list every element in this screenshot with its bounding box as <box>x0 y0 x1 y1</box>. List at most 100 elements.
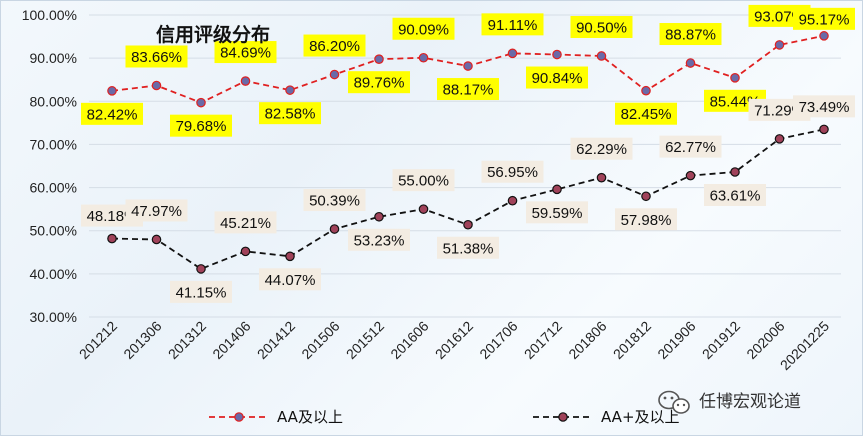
data-label-bg <box>348 71 410 94</box>
x-tick-label: 201812 <box>610 318 654 362</box>
y-tick-label: 40.00% <box>30 266 77 282</box>
data-label-text: 44.07% <box>265 272 316 289</box>
series-group <box>107 31 829 274</box>
data-point <box>730 73 740 83</box>
data-label-bg <box>125 45 188 68</box>
data-point <box>196 97 206 108</box>
data-label: 82.58% <box>259 102 321 125</box>
data-label-bg <box>170 114 232 137</box>
data-point <box>240 246 251 257</box>
data-label-bg <box>392 17 455 40</box>
y-tick-label: 80.00% <box>30 93 77 109</box>
data-point <box>240 76 251 86</box>
data-label-text: 95.17% <box>799 11 850 28</box>
legend: AA及以上 AA+及以上 <box>209 408 680 426</box>
data-label: 95.17% <box>793 7 855 30</box>
data-point <box>285 251 295 262</box>
data-label-bg <box>793 7 855 30</box>
data-label: 55.00% <box>392 169 455 192</box>
data-label: 83.66% <box>125 45 188 68</box>
data-label-bg <box>526 66 588 89</box>
legend-label: AA+及以上 <box>601 408 680 426</box>
data-label-text: 51.38% <box>443 240 494 257</box>
data-label-bg <box>481 13 544 36</box>
data-label-text: 88.17% <box>443 82 494 99</box>
data-point <box>819 124 829 135</box>
data-label-bg <box>793 95 855 118</box>
data-label: 90.84% <box>526 66 588 89</box>
data-label-text: 83.66% <box>131 49 182 66</box>
legend-item: AA及以上 <box>209 408 343 426</box>
x-tick-label: 201406 <box>209 318 253 362</box>
y-tick-label: 30.00% <box>30 309 77 325</box>
x-tick-label: 202006 <box>743 318 787 362</box>
data-label-bg <box>615 102 677 125</box>
data-label-text: 90.09% <box>398 21 449 38</box>
y-tick-label: 50.00% <box>30 223 77 239</box>
data-label: 90.50% <box>570 15 633 38</box>
data-label-text: 41.15% <box>176 284 227 301</box>
data-point <box>107 86 117 96</box>
data-point <box>596 51 607 61</box>
x-tick-label: 201212 <box>76 318 120 362</box>
data-label: 51.38% <box>437 236 499 259</box>
data-label: 88.17% <box>437 78 499 101</box>
data-point <box>329 224 340 234</box>
data-label: 57.98% <box>615 208 677 231</box>
data-label-text: 55.00% <box>398 173 449 190</box>
y-tick-label: 70.00% <box>30 136 77 152</box>
data-point <box>552 184 562 195</box>
data-label: 47.97% <box>125 199 188 222</box>
data-label-text: 48.18% <box>87 208 138 225</box>
legend-label: AA及以上 <box>277 408 343 426</box>
data-point <box>463 219 473 230</box>
data-label-text: 57.98% <box>621 212 672 229</box>
gridlines <box>89 14 841 318</box>
data-label-text: 59.59% <box>532 205 583 222</box>
x-tick-label: 201606 <box>387 318 431 362</box>
chart-title: 信用评级分布 <box>156 23 270 46</box>
x-tick-label: 201506 <box>298 318 342 362</box>
data-label-text: 90.84% <box>532 70 583 87</box>
y-tick-label: 90.00% <box>30 50 77 66</box>
legend-item: AA+及以上 <box>533 408 680 426</box>
data-point <box>596 172 607 183</box>
x-tick-label: 201312 <box>165 318 209 362</box>
data-point <box>641 191 651 202</box>
data-label-bg <box>303 34 366 57</box>
data-label-bg <box>659 23 722 46</box>
data-label-bg <box>259 268 321 291</box>
x-tick-label: 201412 <box>254 318 298 362</box>
data-label: 86.20% <box>303 34 366 57</box>
data-label-text: 89.76% <box>354 75 405 92</box>
data-label-text: 84.69% <box>220 45 271 62</box>
x-tick-label: 201306 <box>120 318 164 362</box>
data-label-text: 45.21% <box>220 215 271 232</box>
data-point <box>107 233 117 244</box>
data-label-text: 82.45% <box>621 106 672 123</box>
x-tick-label: 20201225 <box>777 318 833 374</box>
data-label-text: 50.39% <box>309 193 360 210</box>
data-label-text: 85.44% <box>710 93 761 110</box>
data-label-text: 91.11% <box>488 17 538 34</box>
data-label-bg <box>526 201 588 224</box>
data-point <box>196 264 206 274</box>
data-point <box>151 80 162 91</box>
data-label: 88.87% <box>659 23 722 46</box>
data-label-text: 71.29% <box>754 102 805 119</box>
data-label: 79.68% <box>170 114 232 137</box>
data-point <box>374 211 384 222</box>
data-label: 56.95% <box>481 160 544 183</box>
data-label: 62.77% <box>659 135 722 158</box>
data-label: 44.07% <box>259 268 321 291</box>
data-point <box>552 49 562 60</box>
data-label-bg <box>392 169 455 192</box>
data-point <box>285 85 295 95</box>
data-label-bg <box>125 199 188 222</box>
data-label-bg <box>214 41 277 64</box>
data-label: 41.15% <box>170 280 232 303</box>
data-label: 50.39% <box>303 189 366 212</box>
legend-marker <box>558 412 568 422</box>
data-point <box>507 48 518 59</box>
